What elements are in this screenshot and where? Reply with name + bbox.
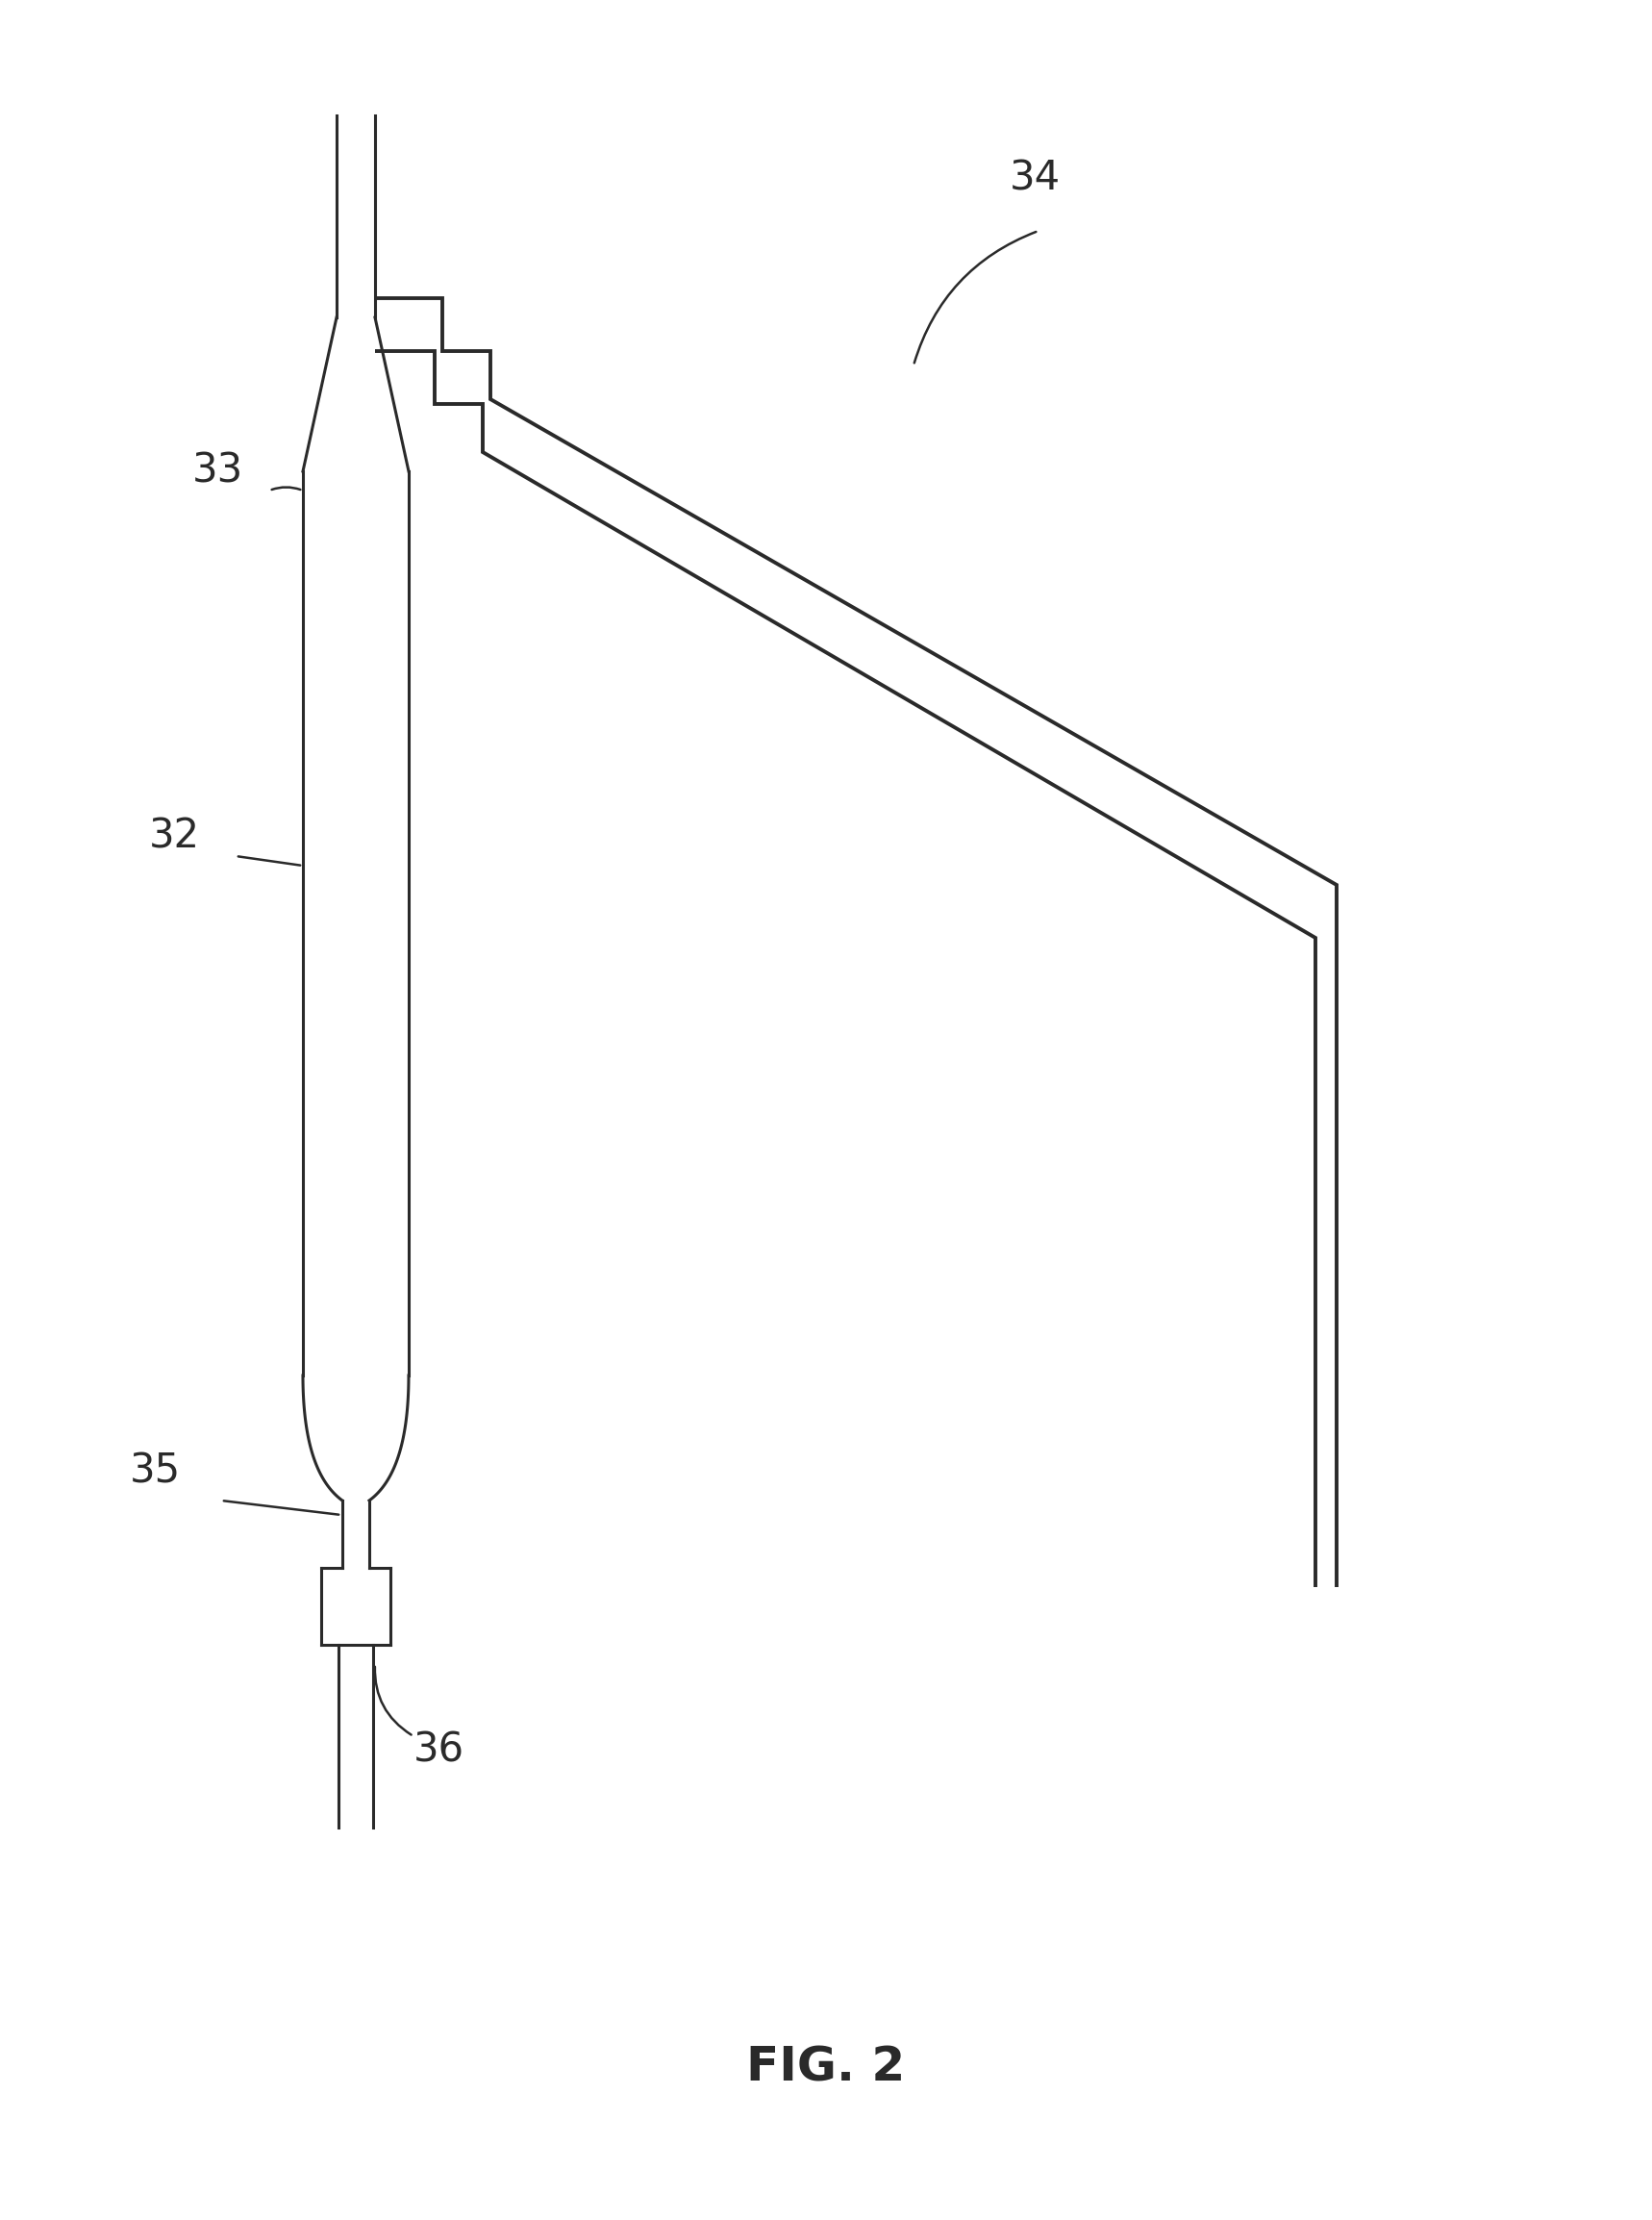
- Text: 34: 34: [1009, 158, 1061, 198]
- Text: 33: 33: [192, 451, 243, 491]
- Text: 32: 32: [149, 817, 200, 857]
- Text: 35: 35: [131, 1452, 182, 1492]
- Text: 36: 36: [413, 1729, 464, 1772]
- Text: FIG. 2: FIG. 2: [747, 2045, 905, 2091]
